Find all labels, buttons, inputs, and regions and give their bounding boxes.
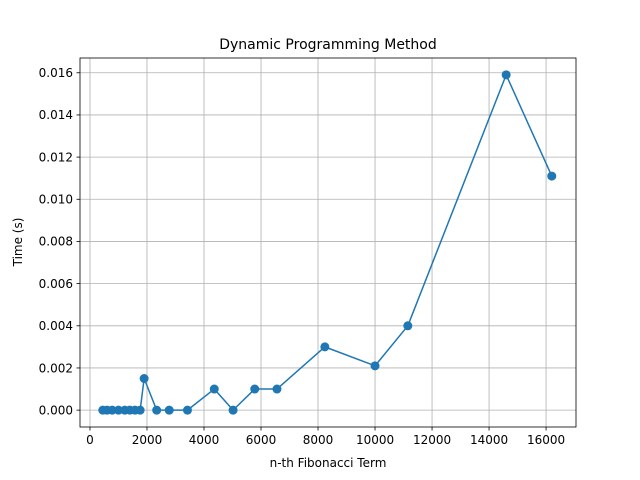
chart-title: Dynamic Programming Method [219, 37, 437, 53]
y-tick-label: 0.012 [39, 150, 73, 164]
data-point [370, 361, 380, 371]
data-point [320, 342, 330, 352]
y-tick-label: 0.010 [39, 193, 73, 207]
y-tick-label: 0.006 [39, 277, 73, 291]
data-point [107, 405, 117, 415]
data-point [547, 171, 557, 181]
data-point [152, 405, 162, 415]
y-tick-label: 0.000 [39, 403, 73, 417]
data-point [209, 384, 219, 394]
series-layer [98, 70, 557, 415]
data-point [139, 374, 149, 384]
x-tick-label: 14000 [470, 433, 508, 447]
data-point [501, 70, 511, 80]
y-tick-label: 0.014 [39, 108, 73, 122]
x-tick-label: 8000 [303, 433, 334, 447]
data-point [272, 384, 282, 394]
x-tick-label: 2000 [132, 433, 163, 447]
x-tick-label: 16000 [527, 433, 565, 447]
data-point [403, 321, 413, 331]
x-tick-label: 4000 [189, 433, 220, 447]
data-point [250, 384, 260, 394]
y-tick-label: 0.016 [39, 66, 73, 80]
y-tick-label: 0.002 [39, 361, 73, 375]
x-tick-label: 6000 [246, 433, 277, 447]
x-tick-label: 12000 [413, 433, 451, 447]
x-axis-ticks: 0 2000 4000 6000 8000 10000 12000 14000 16000 [86, 427, 565, 447]
y-tick-label: 0.004 [39, 319, 73, 333]
x-tick-label: 10000 [356, 433, 394, 447]
x-tick-label: 0 [86, 433, 94, 447]
data-point [135, 405, 145, 415]
data-point [113, 405, 123, 415]
data-point [228, 405, 238, 415]
data-point [182, 405, 192, 415]
x-axis-label: n-th Fibonacci Term [270, 456, 387, 470]
data-point [164, 405, 174, 415]
plot-frame [79, 57, 577, 428]
y-axis-ticks: 0.000 0.002 0.004 0.006 0.008 0.010 0.012 0.014… [39, 66, 80, 417]
y-tick-label: 0.008 [39, 235, 73, 249]
y-axis-label: Time (s) [11, 218, 25, 268]
grid-lines [80, 58, 576, 427]
